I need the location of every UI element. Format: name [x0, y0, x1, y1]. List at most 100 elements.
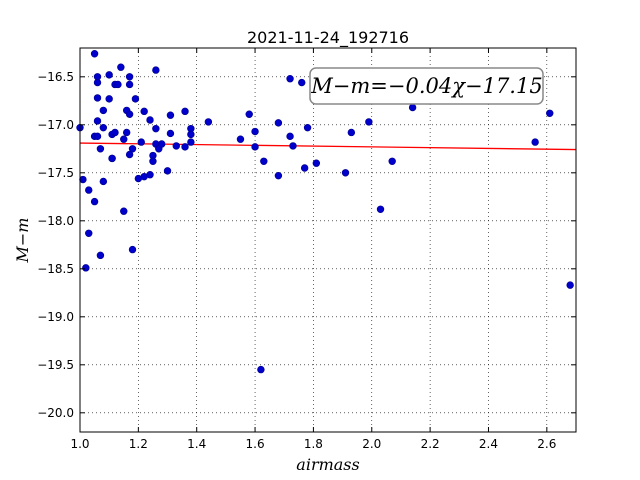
data-point: [531, 138, 539, 146]
data-point: [128, 245, 137, 254]
data-point: [286, 75, 294, 83]
data-point: [85, 229, 93, 237]
data-point: [85, 186, 93, 194]
data-point: [128, 145, 137, 153]
data-point: [298, 78, 306, 87]
data-point: [166, 111, 175, 119]
data-point: [152, 66, 160, 74]
data-point: [122, 128, 131, 137]
data-points: [76, 50, 574, 374]
x-tick-label: 1.8: [304, 437, 323, 451]
data-point: [365, 118, 373, 126]
data-point: [125, 80, 134, 89]
data-point: [341, 169, 350, 177]
data-point: [79, 175, 87, 184]
data-point: [172, 142, 180, 150]
x-tick-label: 1.6: [246, 437, 265, 451]
data-point: [274, 171, 283, 180]
y-tick-label: −18.5: [37, 262, 74, 276]
y-tick-label: −19.0: [37, 310, 74, 324]
fit-annotation: M−m=−0.04χ−17.15: [309, 67, 544, 105]
plot-frame: [79, 47, 577, 433]
x-tick-label: 2.0: [362, 437, 381, 451]
x-tick-label: 1.0: [70, 437, 89, 451]
data-point: [99, 123, 108, 132]
data-point: [105, 95, 113, 103]
data-point: [90, 50, 99, 58]
x-axis-label: airmass: [296, 455, 359, 474]
data-point: [376, 205, 385, 213]
data-point: [120, 135, 128, 143]
data-point: [347, 128, 356, 137]
data-point: [157, 140, 166, 148]
data-point: [99, 106, 108, 115]
y-tick-label: −17.0: [37, 118, 74, 132]
data-point: [163, 167, 172, 175]
data-point: [546, 109, 554, 117]
y-tick-label: −20.0: [37, 406, 74, 420]
data-point: [408, 103, 417, 112]
chart-title: 2021-11-24_192716: [247, 28, 409, 48]
data-point: [312, 159, 321, 167]
data-point: [117, 63, 125, 71]
y-tick-label: −18.0: [37, 214, 74, 228]
data-point: [566, 281, 574, 289]
data-point: [108, 154, 116, 163]
annotation-text: M−m=−0.04χ−17.15: [310, 74, 542, 98]
data-point: [152, 124, 160, 133]
data-point: [251, 127, 259, 136]
data-point: [388, 157, 396, 165]
data-point: [93, 132, 102, 141]
data-point: [96, 145, 105, 153]
data-point: [131, 95, 140, 103]
annotation-box: [309, 67, 544, 105]
data-point: [251, 143, 259, 151]
data-point: [149, 157, 157, 165]
data-point: [114, 80, 122, 89]
data-point: [96, 251, 105, 260]
data-point: [257, 365, 265, 374]
x-tick-label: 2.4: [479, 437, 498, 451]
data-point: [245, 110, 253, 118]
y-axis-label: M−m: [13, 218, 32, 264]
data-point: [82, 264, 90, 272]
data-point: [166, 129, 175, 138]
data-point: [187, 130, 195, 139]
x-tick-label: 1.2: [129, 437, 148, 451]
data-point: [289, 142, 297, 150]
data-point: [187, 138, 195, 146]
data-point: [303, 123, 312, 132]
data-point: [236, 135, 245, 143]
data-point: [90, 197, 99, 206]
data-point: [286, 132, 294, 141]
y-tick-label: −16.5: [37, 70, 74, 84]
data-point: [99, 177, 108, 186]
grid-lines: [80, 48, 576, 432]
data-point: [93, 117, 102, 125]
y-tick-label: −19.5: [37, 358, 74, 372]
data-point: [125, 73, 134, 81]
x-tick-label: 2.2: [421, 437, 440, 451]
data-point: [120, 207, 128, 215]
y-tick-label: −17.5: [37, 166, 74, 180]
data-point: [125, 110, 134, 118]
data-point: [140, 107, 148, 116]
data-point: [181, 107, 189, 116]
data-point: [93, 94, 102, 102]
data-point: [105, 71, 113, 79]
x-tick-label: 2.6: [537, 437, 556, 451]
data-point: [146, 116, 154, 124]
data-point: [181, 143, 189, 151]
data-point: [146, 171, 154, 179]
x-axis: 1.0 1.2 1.4 1.6 1.8 2.0 2.2 2.4 2.6: [70, 48, 556, 451]
y-axis: −16.5 −17.0 −17.5 −18.0 −18.5 −19.0 −19.5 −20.0: [37, 70, 576, 420]
data-point: [204, 118, 213, 126]
data-point: [125, 150, 134, 159]
data-point: [137, 138, 145, 146]
x-tick-label: 1.4: [187, 437, 206, 451]
data-point: [274, 119, 283, 127]
data-point: [260, 157, 268, 165]
data-point: [93, 78, 102, 87]
data-point: [300, 164, 309, 172]
